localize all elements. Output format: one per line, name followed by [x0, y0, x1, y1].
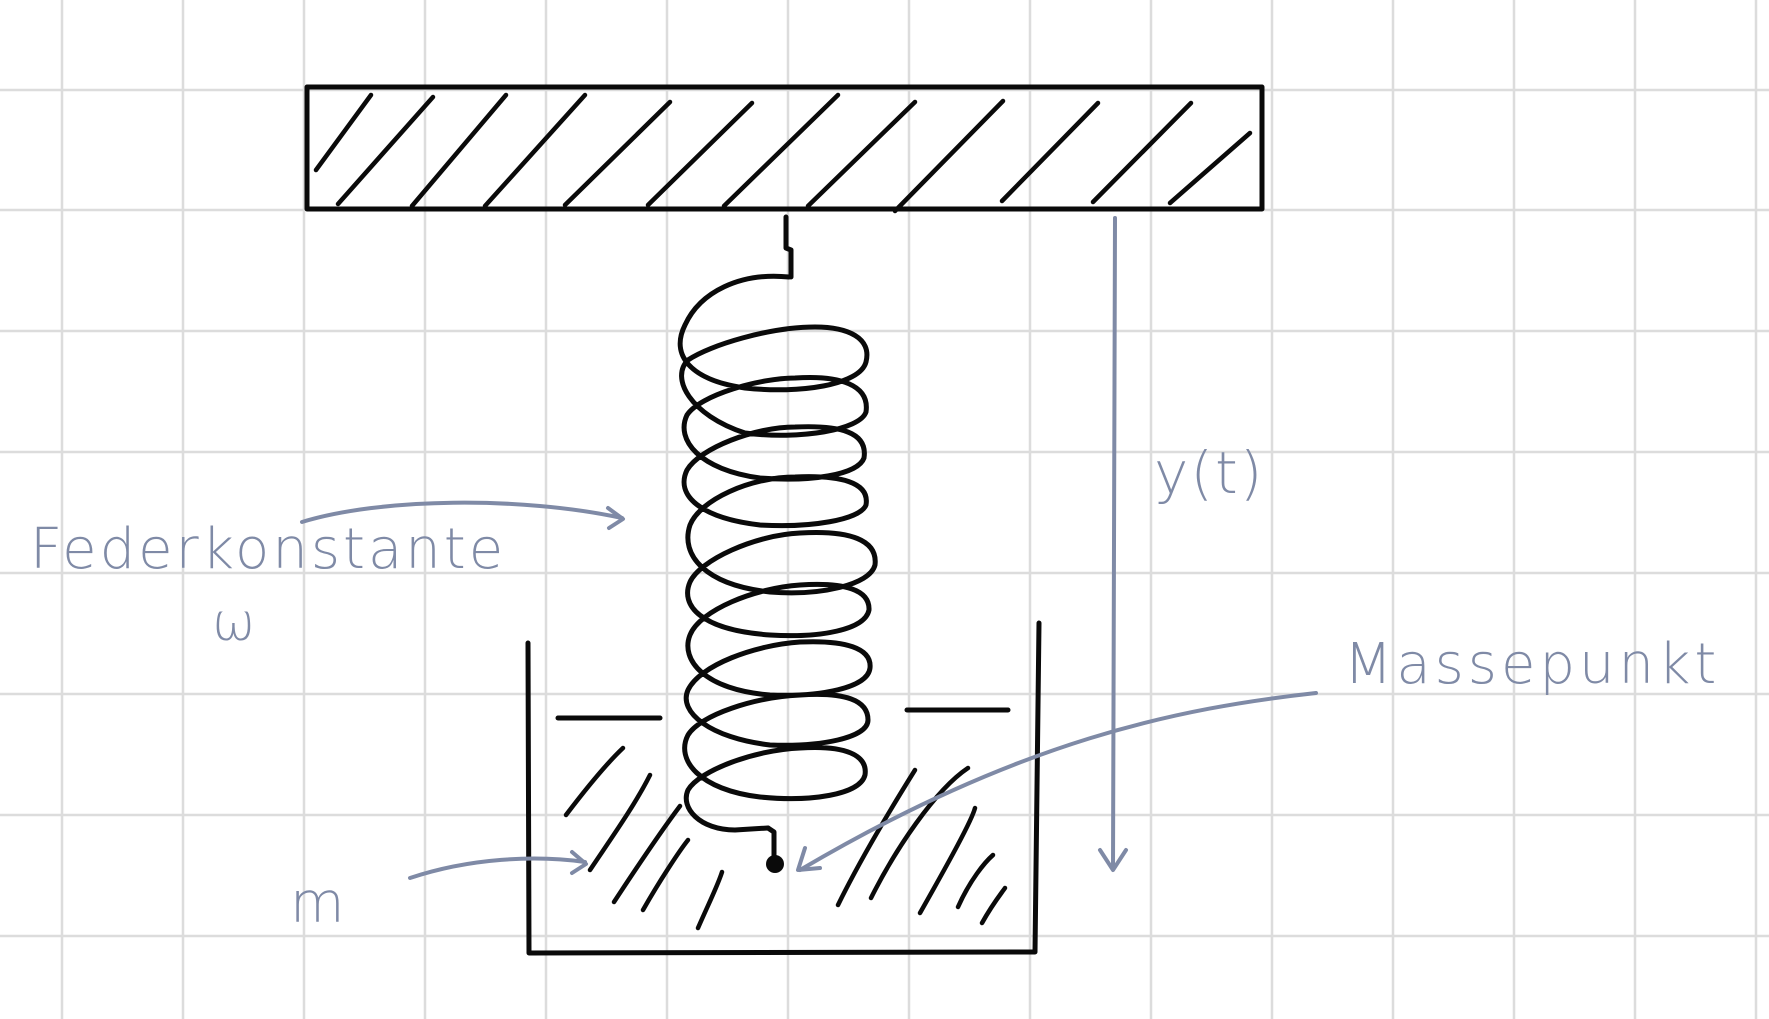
spring-bottom-hook	[765, 825, 777, 863]
spring-coil	[677, 273, 878, 833]
mass-point-arrow-head	[796, 846, 822, 872]
spring-constant-arrow-line	[300, 500, 624, 524]
displacement-arrow-line	[1111, 216, 1117, 870]
displacement-arrow-head	[1098, 848, 1128, 872]
mass-point	[766, 855, 784, 873]
spring-constant-arrow-head	[606, 506, 625, 530]
container-walls	[525, 620, 1042, 956]
spring-top-hook	[783, 214, 794, 280]
ceiling-block	[304, 84, 1265, 212]
mass-label: m	[290, 871, 345, 936]
mass-point-label: Massepunkt	[1344, 632, 1720, 697]
fluid-hatching	[563, 745, 1008, 931]
ceiling-hatching	[313, 92, 1253, 214]
displacement-label: y(t)	[1154, 439, 1264, 507]
spring-constant-symbol: ω	[212, 593, 256, 653]
annotation-labels: Federkonstante ω m Massepunkt y(t)	[30, 439, 1720, 936]
ceiling-fixture	[304, 84, 1265, 214]
annotations	[300, 216, 1318, 880]
mass-arrow-line	[408, 856, 587, 880]
spring-constant-label: Federkonstante	[30, 517, 506, 582]
mass-point-arrow-line	[798, 691, 1318, 872]
damper-container	[525, 620, 1042, 956]
spring	[677, 214, 878, 873]
mass-arrow-head	[570, 850, 588, 875]
